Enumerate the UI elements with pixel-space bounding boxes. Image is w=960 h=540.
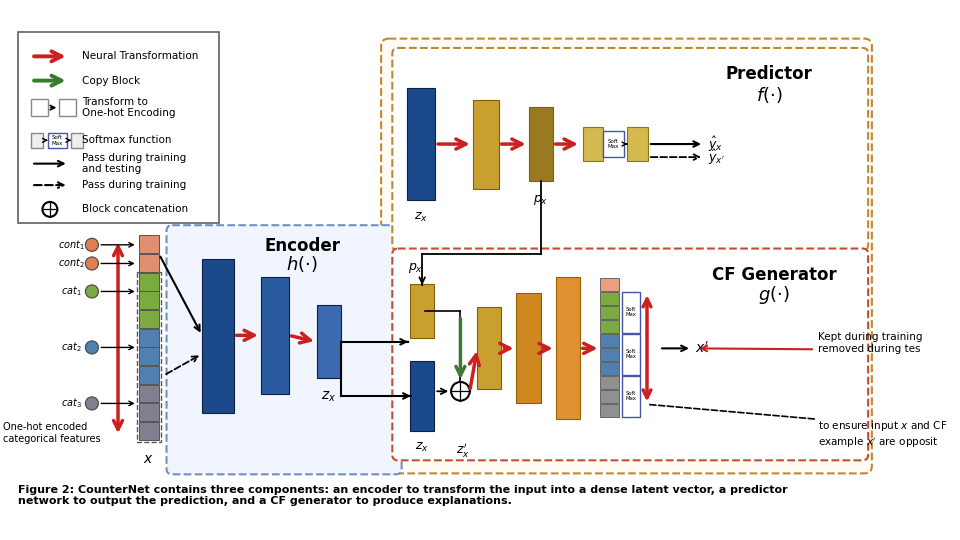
Bar [600, 362, 619, 375]
Bar [516, 293, 540, 403]
Bar [32, 99, 48, 116]
Bar [410, 361, 434, 431]
Text: $x$: $x$ [143, 452, 155, 466]
Text: $x'$: $x'$ [695, 341, 708, 356]
Bar [477, 307, 501, 389]
Text: $p_x$: $p_x$ [408, 261, 423, 275]
Bar [48, 133, 66, 148]
FancyBboxPatch shape [166, 225, 401, 474]
Bar [71, 133, 84, 148]
Text: $p_x$: $p_x$ [533, 193, 548, 207]
Text: Block concatenation: Block concatenation [82, 204, 188, 214]
Bar [138, 347, 159, 365]
Bar [600, 306, 619, 320]
Circle shape [85, 238, 99, 251]
Text: $\hat{y}_x$: $\hat{y}_x$ [708, 134, 723, 153]
Text: to ensure input $x$ and CF
example $x'$ are opposit: to ensure input $x$ and CF example $x'$ … [818, 419, 948, 450]
Bar [138, 385, 159, 402]
Bar [600, 292, 619, 306]
Bar [472, 100, 498, 189]
Bar [138, 366, 159, 384]
Bar [138, 273, 159, 291]
Bar [138, 254, 159, 272]
Text: $cat_2$: $cat_2$ [61, 341, 82, 354]
Bar [600, 376, 619, 389]
Text: Soft
Max: Soft Max [52, 135, 63, 146]
Text: Soft
Max: Soft Max [626, 390, 636, 401]
Text: Soft
Max: Soft Max [626, 348, 636, 359]
FancyBboxPatch shape [393, 248, 868, 460]
Bar [261, 278, 289, 394]
Bar [136, 272, 161, 442]
Bar [600, 320, 619, 333]
Circle shape [85, 397, 99, 410]
Bar [622, 292, 640, 333]
Text: Predictor: Predictor [726, 65, 813, 83]
Bar [603, 131, 624, 157]
Text: Pass during training: Pass during training [82, 180, 186, 190]
FancyBboxPatch shape [393, 48, 868, 251]
Text: $\hat{y}_{x'}$: $\hat{y}_{x'}$ [708, 147, 725, 167]
Text: $cont_2$: $cont_2$ [58, 256, 84, 271]
Bar [410, 284, 434, 338]
Bar [600, 279, 619, 292]
Text: Transform to
One-hot Encoding: Transform to One-hot Encoding [82, 97, 175, 118]
Text: $z_x$: $z_x$ [416, 441, 429, 454]
Circle shape [85, 257, 99, 270]
Bar [317, 306, 341, 378]
Text: $f(\cdot)$: $f(\cdot)$ [756, 85, 782, 105]
Bar [628, 127, 648, 161]
Bar [622, 376, 640, 417]
Text: Encoder: Encoder [264, 237, 340, 255]
Text: Soft
Max: Soft Max [608, 139, 619, 150]
Circle shape [85, 341, 99, 354]
Bar [18, 32, 219, 224]
Text: Figure 2: CounterNet contains three components: an encoder to transform the inpu: Figure 2: CounterNet contains three comp… [18, 484, 788, 506]
Bar [202, 259, 233, 413]
Text: $z_x$: $z_x$ [415, 211, 428, 224]
FancyBboxPatch shape [381, 39, 872, 474]
Circle shape [85, 285, 99, 298]
Bar [138, 329, 159, 347]
Text: Pass during training
and testing: Pass during training and testing [82, 153, 186, 174]
Text: $cont_1$: $cont_1$ [58, 238, 84, 252]
Text: Copy Block: Copy Block [82, 76, 140, 86]
Bar [600, 404, 619, 417]
Bar [600, 334, 619, 347]
Text: One-hot encoded
categorical features: One-hot encoded categorical features [3, 422, 101, 444]
Text: $z_x$: $z_x$ [322, 389, 336, 404]
Bar [138, 310, 159, 328]
Text: $g(\cdot)$: $g(\cdot)$ [758, 284, 790, 306]
Bar [407, 88, 435, 200]
Bar [60, 99, 76, 116]
Bar [138, 235, 159, 253]
Bar [600, 348, 619, 361]
Bar [32, 133, 43, 148]
Text: $cat_1$: $cat_1$ [61, 285, 82, 299]
Bar [600, 390, 619, 403]
Text: $h(\cdot)$: $h(\cdot)$ [286, 254, 318, 274]
Bar [556, 278, 580, 419]
Text: $z_x'$: $z_x'$ [456, 441, 470, 459]
Bar [583, 127, 603, 161]
Text: Soft
Max: Soft Max [626, 307, 636, 318]
Text: Softmax function: Softmax function [82, 136, 171, 145]
Text: CF Generator: CF Generator [711, 266, 836, 284]
Bar [138, 292, 159, 309]
Bar [529, 107, 553, 181]
Bar [138, 403, 159, 421]
Bar [138, 422, 159, 440]
Text: Neural Transformation: Neural Transformation [82, 51, 198, 62]
Bar [622, 334, 640, 375]
Text: $cat_3$: $cat_3$ [60, 396, 82, 410]
Text: Kept during training
removed during tes: Kept during training removed during tes [818, 332, 923, 354]
